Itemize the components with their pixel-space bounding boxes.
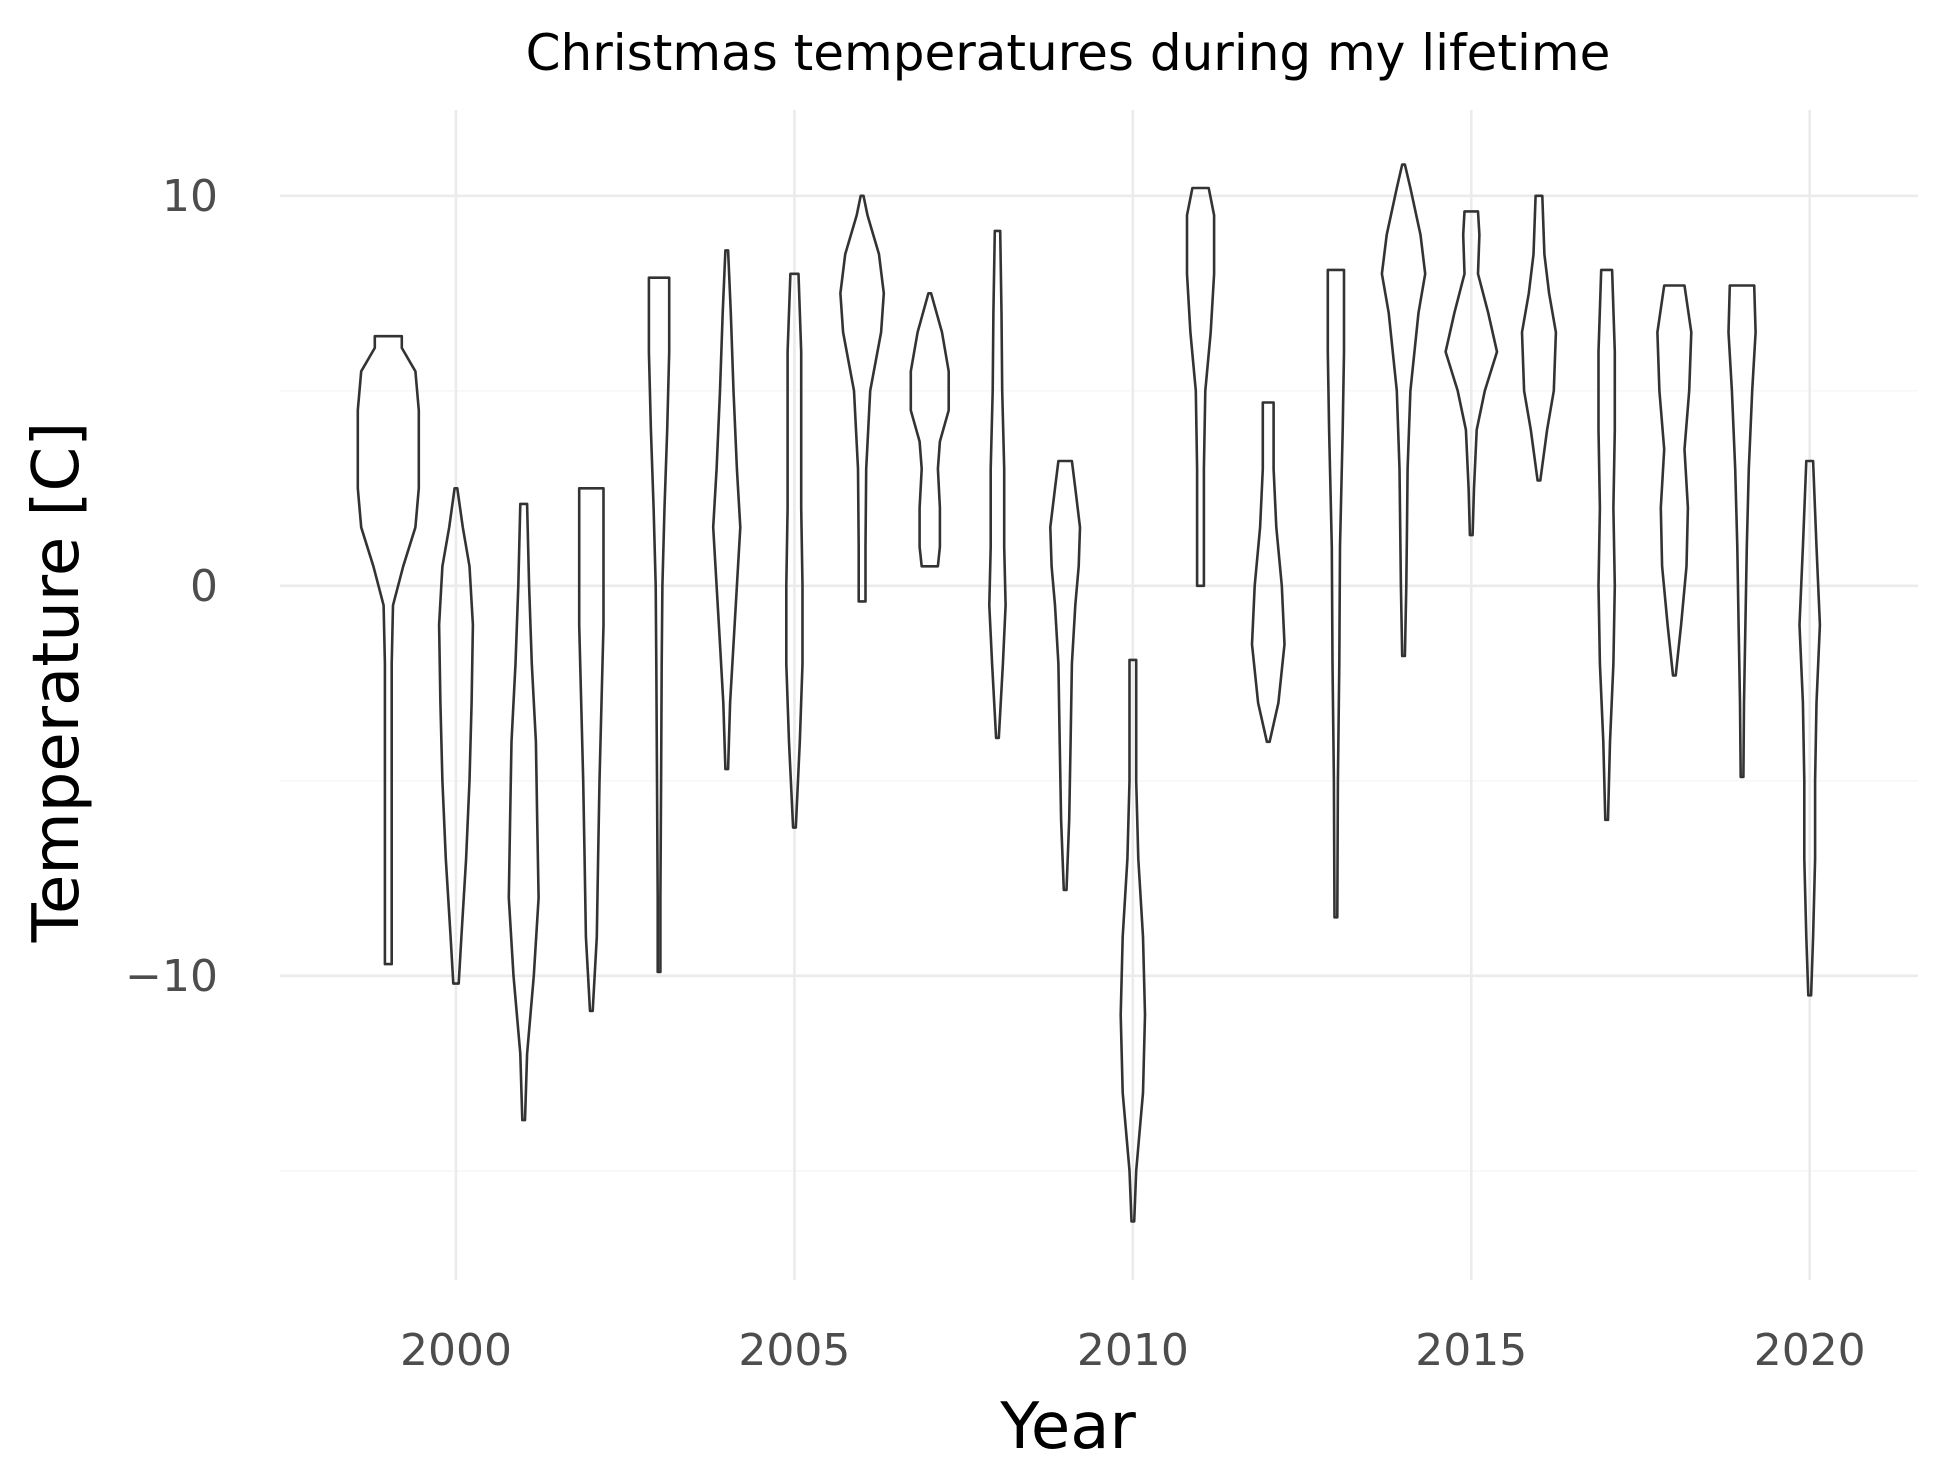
violin-2009 xyxy=(1049,459,1082,892)
violins xyxy=(356,163,1822,1223)
violin-2012 xyxy=(1250,401,1286,744)
violin-2011 xyxy=(1185,186,1216,588)
violin-2007 xyxy=(909,292,950,568)
violin-2003 xyxy=(647,276,671,974)
violin-2000 xyxy=(437,487,475,985)
x-tick-label: 2010 xyxy=(1077,1325,1189,1376)
violin-2002 xyxy=(577,487,605,1013)
violin-2020 xyxy=(1798,459,1822,997)
violin-2006 xyxy=(839,194,886,603)
violin-2015 xyxy=(1444,210,1499,537)
chart-title: Christmas temperatures during my lifetim… xyxy=(526,24,1611,82)
violin-2017 xyxy=(1597,268,1617,822)
x-tick-label: 2005 xyxy=(738,1325,850,1376)
x-axis-title: Year xyxy=(999,1390,1136,1464)
violin-2010 xyxy=(1119,658,1147,1223)
grid xyxy=(280,110,1918,1280)
violin-1999 xyxy=(356,334,421,966)
violin-2014 xyxy=(1380,163,1427,658)
violin-2004 xyxy=(711,249,742,771)
violin-2018 xyxy=(1656,284,1693,677)
x-tick-label: 2000 xyxy=(400,1325,512,1376)
y-tick-label: −10 xyxy=(125,951,218,1002)
violin-2008 xyxy=(988,229,1007,740)
y-axis-title: Temperature [C] xyxy=(20,422,94,943)
x-tick-labels: 2000 2005 2010 2015 2020 xyxy=(400,1325,1866,1376)
x-tick-label: 2020 xyxy=(1754,1325,1866,1376)
violin-2005 xyxy=(785,272,804,829)
violin-2001 xyxy=(507,502,540,1122)
y-tick-label: 10 xyxy=(162,171,218,222)
y-tick-labels: −10 0 10 xyxy=(125,171,218,1002)
violin-2013 xyxy=(1326,268,1346,919)
y-tick-label: 0 xyxy=(190,561,218,612)
x-tick-label: 2015 xyxy=(1415,1325,1527,1376)
violin-2016 xyxy=(1520,194,1558,482)
violin-2019 xyxy=(1727,284,1757,779)
